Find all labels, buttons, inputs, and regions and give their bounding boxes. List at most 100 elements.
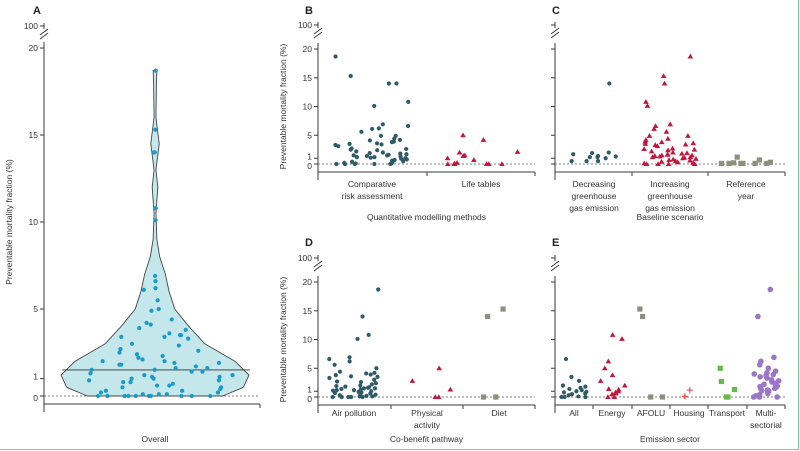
data-point [579,388,584,393]
panel-e: E All Energy AFOLU Housing Transport Multi-sec… [550,237,786,444]
data-point [654,143,661,149]
data-point [339,386,344,392]
panel-label: E [552,237,559,249]
data-point [151,376,156,381]
data-point [687,154,694,160]
data-point [372,386,378,391]
x-axis-title: Quantitative modelling methods [367,212,486,222]
data-point [764,160,770,167]
data-point [373,392,378,397]
data-point [691,146,698,152]
data-point [121,379,126,385]
data-point [200,369,205,374]
data-point [152,273,158,279]
data-point [336,144,341,149]
y-tick-label: 5 [307,363,312,373]
data-point [372,161,377,167]
data-point [360,314,365,319]
panel-label: C [552,5,560,17]
data-point [120,385,125,390]
data-point [567,386,572,392]
data-point [105,393,110,399]
y-tick-label: 20 [303,44,313,54]
data-point [347,141,352,146]
category-label: Life tables [462,179,501,189]
data-point [576,378,582,383]
data-point [619,336,625,341]
data-point [771,354,777,361]
data-point [216,360,222,366]
data-point [750,394,757,400]
data-point [679,155,686,161]
data-point [352,161,357,167]
x-axis-title: Emission sector [640,434,700,444]
data-point [605,394,611,399]
y-tick-label: 20 [29,43,39,53]
data-point [679,150,685,156]
data-point [349,394,354,400]
data-point [621,382,628,388]
data-point [717,365,723,371]
data-point [380,122,385,127]
data-point [605,358,612,364]
data-point [156,306,161,312]
data-point [447,386,454,392]
data-point [405,123,411,129]
data-point [764,390,771,397]
data-point [337,369,343,374]
data-point [583,391,588,396]
data-point [723,394,729,400]
data-point [562,394,567,400]
data-point [140,392,145,397]
data-point [757,374,763,380]
category-label: Transport [709,408,746,418]
data-point [333,373,338,378]
data-point [404,152,409,157]
data-point [388,161,393,167]
data-point [367,150,372,156]
data-point [375,374,380,379]
category-label: Overall [142,434,169,444]
data-point [374,366,379,371]
data-point [767,286,774,293]
data-point [103,388,109,393]
data-point [217,374,222,379]
data-point [373,381,378,386]
data-point [348,374,354,379]
data-point [88,371,93,376]
data-point [141,287,146,292]
data-point [347,359,352,364]
data-point [176,343,181,348]
data-point [153,218,158,223]
data-point [164,392,169,397]
data-point [95,393,101,399]
data-point [648,394,654,400]
y-tick-label: 15 [303,306,313,316]
data-point [561,390,567,395]
data-point [606,150,611,155]
data-point [665,135,671,141]
data-point [215,390,221,395]
data-point [389,140,395,145]
data-point [372,370,377,375]
data-point [641,146,647,152]
data-point [117,350,122,355]
data-point [401,159,406,164]
data-point [563,356,569,362]
data-point [368,155,373,160]
data-point [681,393,688,400]
data-point [375,148,380,153]
data-point [663,129,670,134]
data-point [660,73,667,79]
data-point [348,73,353,79]
data-point [587,155,592,160]
data-point [637,306,643,312]
axis-break-icon [550,27,560,39]
y-tick-label: 1 [307,384,312,394]
data-point [372,155,377,160]
data-point [394,81,399,86]
data-point [133,393,138,399]
data-point [658,139,665,145]
